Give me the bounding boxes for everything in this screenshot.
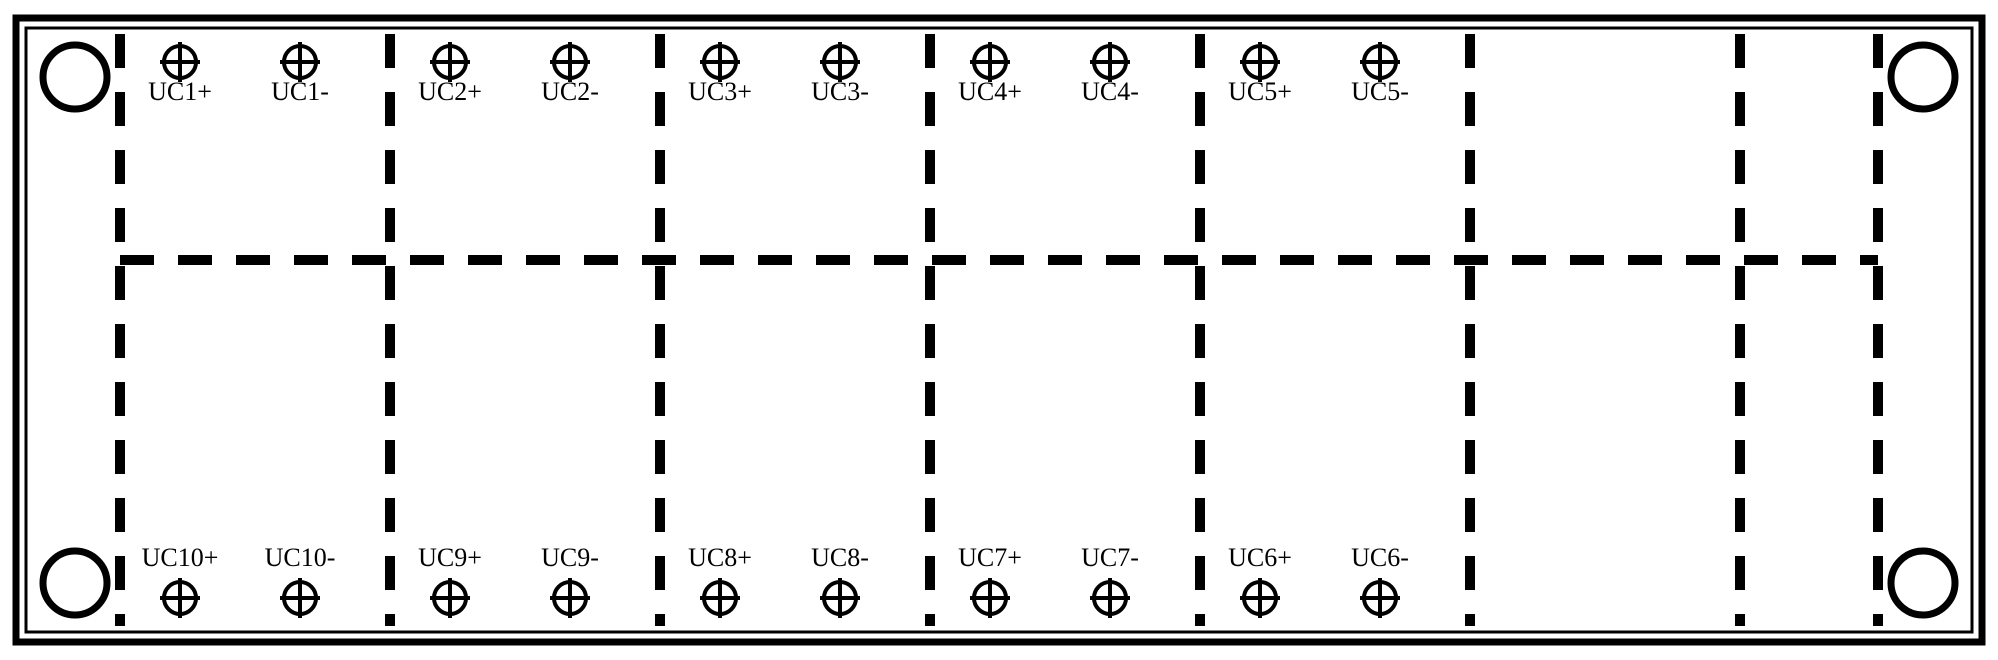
terminal-label: UC6+ — [1228, 543, 1292, 572]
terminal-label: UC6- — [1351, 543, 1409, 572]
terminal-label: UC4+ — [958, 77, 1022, 106]
terminal-label: UC1+ — [148, 77, 212, 106]
terminal-label: UC8+ — [688, 543, 752, 572]
terminal-label: UC2- — [541, 77, 599, 106]
terminal-label: UC7+ — [958, 543, 1022, 572]
terminal-label: UC2+ — [418, 77, 482, 106]
terminal-label: UC7- — [1081, 543, 1139, 572]
terminal-label: UC8- — [811, 543, 869, 572]
terminal-label: UC10- — [265, 543, 336, 572]
terminal-label: UC3- — [811, 77, 869, 106]
terminal-label: UC5- — [1351, 77, 1409, 106]
terminal-label: UC9- — [541, 543, 599, 572]
terminal-label: UC1- — [271, 77, 329, 106]
terminal-label: UC10+ — [142, 543, 219, 572]
terminal-label: UC3+ — [688, 77, 752, 106]
pcb-layout-diagram: UC1+ UC1- UC2+ UC2- UC3+ UC3- UC4+ UC4- UC5+ UC5-… — [0, 0, 1998, 660]
terminal-label: UC4- — [1081, 77, 1139, 106]
terminal-label: UC5+ — [1228, 77, 1292, 106]
terminal-label: UC9+ — [418, 543, 482, 572]
